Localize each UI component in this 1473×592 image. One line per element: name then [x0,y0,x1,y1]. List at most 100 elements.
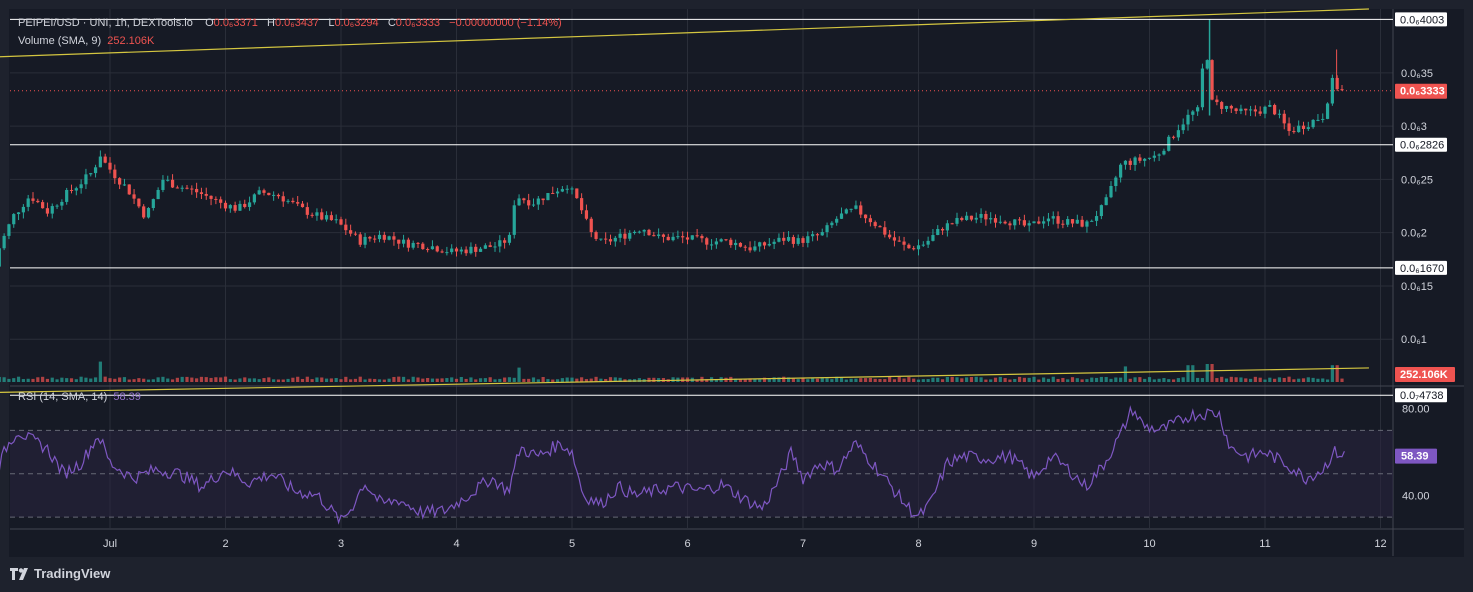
volume-bar [1205,364,1209,382]
volume-bar [329,378,333,382]
candle-body [512,205,516,235]
candle-body [791,237,795,244]
candle-body [724,239,728,241]
volume-label[interactable]: Volume (SMA, 9) [18,35,102,47]
candle-body [748,247,752,251]
candle-body [690,235,694,240]
candle-body [262,190,266,193]
candle-body [969,215,974,220]
candle-body [26,198,30,207]
candle-body [368,236,372,239]
candle-body [1306,127,1310,129]
volume-bar [483,378,487,382]
volume-bar [1070,377,1075,382]
candle-body [926,240,930,245]
volume-bar [1273,378,1277,382]
close-value: 0.0₆3333 [395,17,440,29]
volume-bar [50,377,54,382]
candle-body [267,192,271,196]
level-tag-label: 0.0₆4003 [1400,14,1444,26]
candle-body [1051,216,1055,219]
candle-body [868,218,872,223]
candle-body [1042,221,1046,224]
volume-bar [782,376,786,382]
candle-body [931,235,935,241]
volume-bar [300,378,305,382]
candle-body [1176,130,1180,138]
tradingview-logo[interactable]: TradingView [10,566,110,581]
candle-body [772,241,776,244]
candle-body [257,190,261,195]
candle-body [1244,108,1248,111]
candle-body [204,194,208,196]
volume-bar [1094,377,1099,382]
volume-bar [257,379,261,382]
candle-body [950,223,954,225]
candle-body [580,198,584,211]
volume-bar [498,378,502,382]
volume-bar [291,377,295,382]
candle-body [483,245,487,249]
candle-body [1133,157,1137,165]
volume-bar [599,378,603,382]
time-tick-label: 9 [1031,538,1037,550]
candle-body [392,236,396,240]
rsi-label[interactable]: RSI (14, SMA, 14) [18,391,108,403]
level-price-tag: 0.0₆1670 [1395,260,1447,275]
price-tick-label: 0.0₆1 [1401,334,1427,346]
volume-bar [512,377,516,382]
volume-bar [445,378,449,382]
candle-body [1186,114,1190,125]
candle-body [1340,89,1344,91]
candle-body [406,239,410,248]
candle-body [965,215,969,220]
volume-bar [637,378,641,382]
volume-bar [238,378,242,382]
candle-body [897,240,901,242]
volume-bar [1051,376,1055,382]
candle-body [1335,77,1339,90]
volume-bar [474,379,478,382]
candle-body [1292,131,1296,133]
candle-body [247,202,252,207]
low-label: L [328,17,335,29]
trend-line [0,367,1369,393]
candle-body [1119,164,1123,178]
candle-body [1061,223,1065,225]
volume-bar [272,379,276,382]
candle-body [93,167,98,174]
volume-bar [580,377,584,382]
volume-bar [161,376,165,382]
volume-bar [219,377,223,382]
candle-body [118,178,122,185]
candle-body [209,195,213,199]
candle-body [324,215,329,220]
volume-bar [1191,365,1195,382]
current-price-label: 0.0₆3333 [1400,86,1445,98]
candle-body [459,249,463,252]
level-price-tag: 0.0₇4738 [1395,388,1447,403]
candle-body [839,213,844,219]
volume-bar [589,378,593,382]
candle-body [435,246,439,252]
candle-body [166,179,170,181]
symbol-title[interactable]: PEIPEI/USD · UNI, 1h, DEXTools.io [18,17,193,29]
candle-body [575,188,579,199]
candle-body [811,234,815,237]
candle-body [835,218,839,223]
volume-bar [459,377,463,382]
volume-bar [170,379,175,382]
volume-bar [671,377,675,382]
candle-body [873,222,877,227]
volume-bar [820,377,824,382]
volume-bar [7,378,11,382]
volume-bar [166,378,170,382]
volume-bar [1008,379,1012,382]
volume-bar [1027,377,1031,382]
volume-bar [146,379,151,382]
candle-body [175,187,179,189]
volume-bar [575,378,579,382]
candle-body [1157,154,1161,156]
